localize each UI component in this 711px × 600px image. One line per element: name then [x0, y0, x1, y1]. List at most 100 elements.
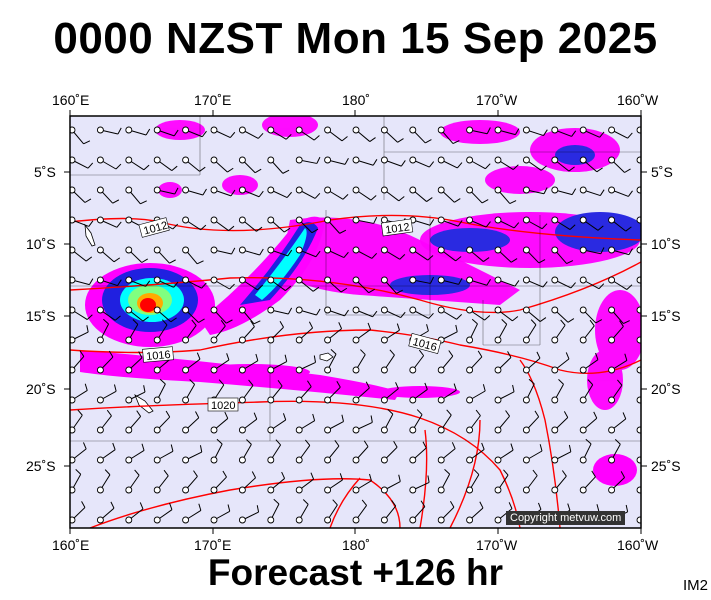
wind-station-dot — [409, 396, 417, 404]
wind-station-dot — [125, 366, 133, 374]
wind-barb-flag — [116, 221, 122, 228]
wind-barb-flag — [568, 444, 572, 452]
wind-barb-flag — [561, 470, 567, 477]
wind-station-dot — [125, 396, 133, 404]
wind-station-dot — [522, 336, 530, 344]
wind-barb-flag — [248, 379, 254, 386]
wind-barb-flag — [256, 226, 263, 232]
wind-station-dot — [96, 186, 104, 194]
wind-barb-flag — [159, 378, 166, 385]
wind-barb-flag — [227, 167, 234, 173]
wind-barb-flag — [246, 439, 252, 445]
wind-station-dot — [608, 276, 616, 284]
wind-barb-flag — [444, 468, 450, 475]
wind-station-dot — [551, 336, 559, 344]
wind-barb-flag — [652, 413, 654, 420]
wind-barb-flag — [136, 410, 142, 417]
wind-barb-flag — [170, 317, 177, 323]
wind-station-dot — [522, 426, 530, 434]
wind-station-dot — [153, 396, 161, 404]
isobar-label: 1016 — [146, 349, 171, 363]
wind-barb-flag — [285, 285, 292, 291]
wind-barb-flag — [145, 280, 151, 287]
wind-barb-flag — [283, 227, 291, 233]
wind-barb-flag — [141, 258, 149, 263]
wind-barb-flag — [282, 413, 287, 421]
wind-barb-flag — [456, 314, 463, 320]
wind-station-dot — [352, 426, 360, 434]
wind-station-dot — [380, 396, 388, 404]
wind-station-dot — [324, 216, 332, 224]
wind-barb-flag — [599, 131, 605, 138]
wind-barb-flag — [453, 383, 457, 391]
wind-station-dot — [437, 396, 445, 404]
wind-barb-flag — [315, 250, 321, 258]
wind-barb-flag — [567, 318, 575, 323]
wind-station-dot — [96, 366, 104, 374]
wind-barb-flag — [106, 409, 112, 417]
wind-barb-flag — [595, 352, 599, 360]
wind-station-dot — [295, 126, 303, 134]
wind-barb-flag — [542, 281, 548, 288]
wind-barb-flag — [565, 352, 570, 360]
wind-station-dot — [352, 216, 360, 224]
wind-barb-flag — [457, 162, 463, 169]
wind-barb-flag — [508, 502, 513, 509]
wind-barb-staff — [639, 189, 641, 191]
wind-barb-flag — [534, 410, 540, 418]
wind-station-dot — [70, 396, 76, 404]
wind-station-dot — [494, 336, 502, 344]
wind-station-dot — [352, 126, 360, 134]
wind-station-dot — [295, 186, 303, 194]
wind-station-dot — [125, 306, 133, 314]
left-lat-label: 5˚S — [34, 164, 56, 180]
wind-barb-flag — [540, 165, 547, 171]
wind-station-dot — [409, 426, 417, 434]
wind-station-dot — [70, 126, 76, 134]
wind-station-dot — [636, 276, 641, 284]
wind-station-dot — [409, 126, 417, 134]
rain-band-diagonal — [200, 216, 325, 335]
wind-station-dot — [551, 366, 559, 374]
wind-barb-flag — [77, 409, 83, 416]
isobar-label-group: 1012 1012 1016 1016 1020 — [138, 217, 442, 412]
wind-barb-flag — [189, 379, 195, 385]
wind-station-dot — [437, 456, 445, 464]
wind-barb-flag — [593, 411, 598, 419]
wind-station-dot — [295, 306, 303, 314]
isobar-label: 1012 — [385, 221, 411, 236]
forecast-label: Forecast +126 hr — [207, 552, 504, 593]
wind-station-dot — [551, 276, 559, 284]
wind-station-dot — [380, 156, 388, 164]
wind-barb-flag — [541, 223, 548, 230]
wind-barb-flag — [161, 319, 168, 326]
wind-barb-flag — [428, 312, 434, 319]
wind-barb-flag — [372, 159, 378, 166]
wind-barb-flag — [201, 282, 207, 289]
wind-barb-flag — [479, 501, 484, 509]
wind-station-dot — [522, 276, 530, 284]
wind-station-dot — [409, 156, 417, 164]
wind-barb-flag — [596, 504, 600, 512]
wind-barb-flag — [200, 224, 207, 231]
wind-barb-flag — [83, 140, 91, 145]
wind-station-dot — [210, 186, 218, 194]
left-lat-label: 15˚S — [26, 308, 56, 324]
wind-station-dot — [324, 516, 332, 524]
rain-band-southwest — [80, 350, 637, 486]
wind-barb-flag — [110, 501, 115, 509]
wind-station-dot — [153, 336, 161, 344]
wind-station-dot — [238, 396, 246, 404]
wind-barb-flag — [537, 502, 542, 510]
wind-station-dot — [636, 366, 641, 374]
wind-station-dot — [324, 426, 332, 434]
isobars — [70, 214, 641, 528]
wind-barb-flag — [113, 384, 117, 392]
wind-station-dot — [153, 156, 161, 164]
wind-station-dot — [324, 396, 332, 404]
wind-station-dot — [153, 186, 161, 194]
wind-barb-staff — [639, 428, 641, 431]
wind-barb-flag — [341, 414, 344, 422]
wind-barb-flag — [343, 251, 349, 258]
wind-station-dot — [182, 366, 190, 374]
